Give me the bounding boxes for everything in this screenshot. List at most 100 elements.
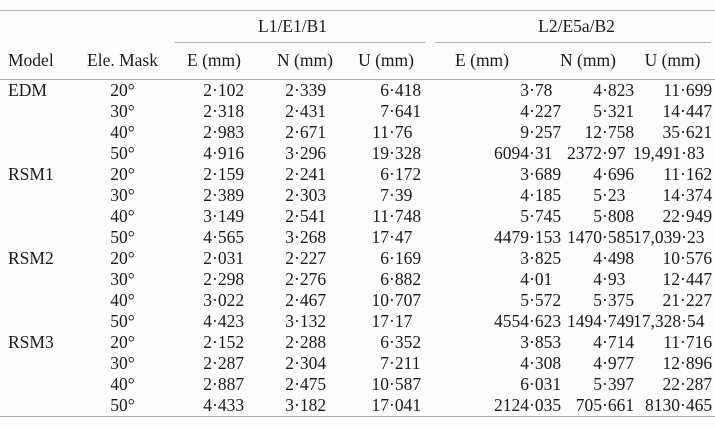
fraction-part: ·76 — [389, 122, 413, 142]
fraction-part: ·78 — [529, 80, 553, 100]
fraction-part: ·475 — [294, 374, 327, 394]
integer-part: 2 — [285, 374, 294, 394]
fraction-part: ·825 — [529, 248, 562, 268]
integer-part: 2 — [203, 101, 212, 121]
fraction-part: ·172 — [389, 164, 422, 184]
integer-part: 4 — [593, 164, 603, 184]
integer-part: 12 — [584, 122, 603, 142]
fraction-part: ·565 — [212, 227, 245, 247]
value-cell: 11·699 — [633, 80, 715, 102]
value-cell: 4·227 — [420, 101, 562, 122]
table-row: 50° 4·423 3·132 17·17 4554·623 1494·749 17,328… — [0, 311, 715, 332]
integer-part: 4 — [593, 353, 603, 373]
fraction-part: ·949 — [680, 206, 713, 226]
model-cell — [0, 290, 80, 311]
fraction-part: ·102 — [212, 80, 245, 100]
fraction-part: ·132 — [294, 311, 327, 331]
value-cell: 2·241 — [243, 164, 326, 185]
fraction-part: ·808 — [602, 206, 635, 226]
integer-part: 11 — [663, 164, 681, 184]
integer-part: 4 — [593, 248, 603, 268]
column-header-row: Model Ele. Mask E (mm) N (mm) U (mm) E (… — [0, 42, 715, 80]
value-cell: 6·882 — [325, 269, 421, 290]
value-cell: 4·696 — [560, 164, 634, 185]
fraction-part: ·296 — [294, 143, 327, 163]
value-cell: 5·808 — [560, 206, 635, 227]
value-cell: 2·541 — [243, 206, 326, 227]
model-cell — [0, 185, 80, 206]
value-cell: 4·823 — [560, 80, 634, 102]
fraction-part: ·031 — [212, 248, 245, 268]
integer-part: 3 — [285, 311, 294, 331]
value-cell: 5·23 — [560, 185, 633, 206]
integer-part: 14 — [662, 101, 681, 121]
integer-part: 12 — [662, 353, 681, 373]
fraction-part: ·01 — [529, 269, 553, 289]
integer-part: 2 — [203, 248, 212, 268]
integer-part: 2 — [285, 269, 294, 289]
value-cell: 2·431 — [243, 101, 326, 122]
group-label: L1/E1/B1 — [258, 16, 328, 37]
value-cell: 12·896 — [633, 353, 715, 374]
model-cell — [0, 227, 80, 248]
value-cell: 2372·97 — [560, 143, 633, 164]
fraction-part: ·352 — [389, 332, 422, 352]
integer-part: 2 — [203, 80, 212, 100]
integer-part: 4 — [203, 311, 212, 331]
value-cell: 6·169 — [325, 248, 421, 269]
fraction-part: ·182 — [294, 395, 327, 415]
integer-part: 10 — [371, 290, 390, 310]
integer-part: 2 — [285, 206, 294, 226]
elevation-mask-cell: 50° — [110, 395, 135, 415]
fraction-part: ·227 — [529, 101, 562, 121]
integer-part: 4 — [520, 185, 530, 205]
integer-part: 2 — [203, 185, 212, 205]
fraction-part: ·31 — [529, 143, 553, 163]
integer-part: 11 — [372, 206, 390, 226]
integer-part: 6 — [380, 332, 390, 352]
value-cell: 2·303 — [243, 185, 326, 206]
fraction-part: ·887 — [212, 374, 245, 394]
integer-part: 2 — [285, 353, 294, 373]
value-cell: 11·162 — [633, 164, 715, 185]
integer-part: 4 — [203, 227, 212, 247]
value-cell: 7·641 — [325, 101, 421, 122]
value-cell: 9·257 — [420, 122, 561, 143]
value-cell: 5·375 — [560, 290, 634, 311]
model-cell — [0, 311, 80, 332]
integer-part: 2 — [285, 248, 294, 268]
integer-part: 7 — [380, 353, 390, 373]
value-cell: 2·287 — [165, 353, 244, 374]
fraction-part: ·397 — [602, 374, 635, 394]
integer-part: 14 — [662, 185, 681, 205]
table-row: 50° 4·916 3·296 19·328 6094·31 2372·97 19,491 ·… — [0, 143, 715, 164]
column-header-u1: U (mm) — [325, 42, 421, 80]
value-cell: 4·916 — [165, 143, 244, 164]
integer-part: 4 — [520, 353, 530, 373]
fraction-part: ·152 — [212, 332, 245, 352]
integer-part: 705 — [575, 395, 603, 415]
integer-part: 6094 — [494, 143, 530, 163]
integer-part: 2 — [203, 332, 212, 352]
fraction-part: ·268 — [294, 227, 327, 247]
model-cell: RSM1 — [8, 164, 54, 184]
value-cell: 2·152 — [165, 332, 245, 353]
fraction-part: ·689 — [529, 164, 562, 184]
value-cell: 10·707 — [325, 290, 422, 311]
value-cell: 2·304 — [243, 353, 326, 374]
integer-part: 17 — [371, 311, 390, 331]
table-row: RSM1 20° 2·159 2·241 6·172 3·689 4·696 11·162 — [0, 164, 715, 185]
fraction-part: ·467 — [294, 290, 327, 310]
value-cell: 8130·465 — [633, 395, 715, 417]
integer-part: 2 — [285, 290, 294, 310]
model-cell — [0, 269, 80, 290]
fraction-part: ·853 — [529, 332, 562, 352]
integer-part: 35 — [662, 122, 681, 142]
fraction-part: ·39 — [389, 185, 413, 205]
value-cell: 4·01 — [420, 269, 560, 290]
fraction-part: ·661 — [602, 395, 635, 415]
table-row: 30° 2·389 2·303 7·39 4·185 5·23 14·374 — [0, 185, 715, 206]
group-label: L2/E5a/B2 — [538, 16, 615, 37]
column-header-ele-mask: Ele. Mask — [80, 42, 165, 80]
integer-part: 4 — [203, 143, 212, 163]
